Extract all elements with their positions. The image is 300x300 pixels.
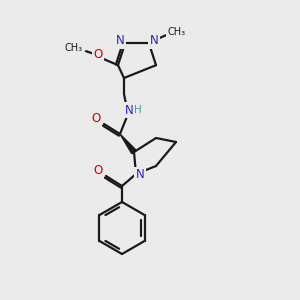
Text: N: N xyxy=(116,34,124,47)
Text: N: N xyxy=(136,169,144,182)
Text: CH₃: CH₃ xyxy=(168,27,186,37)
Text: CH₃: CH₃ xyxy=(65,43,83,53)
Text: O: O xyxy=(93,164,103,178)
Text: N: N xyxy=(149,34,158,47)
Polygon shape xyxy=(120,134,136,154)
Text: O: O xyxy=(92,112,100,125)
Text: O: O xyxy=(93,48,103,61)
Text: N: N xyxy=(124,103,134,116)
Text: H: H xyxy=(134,105,142,115)
